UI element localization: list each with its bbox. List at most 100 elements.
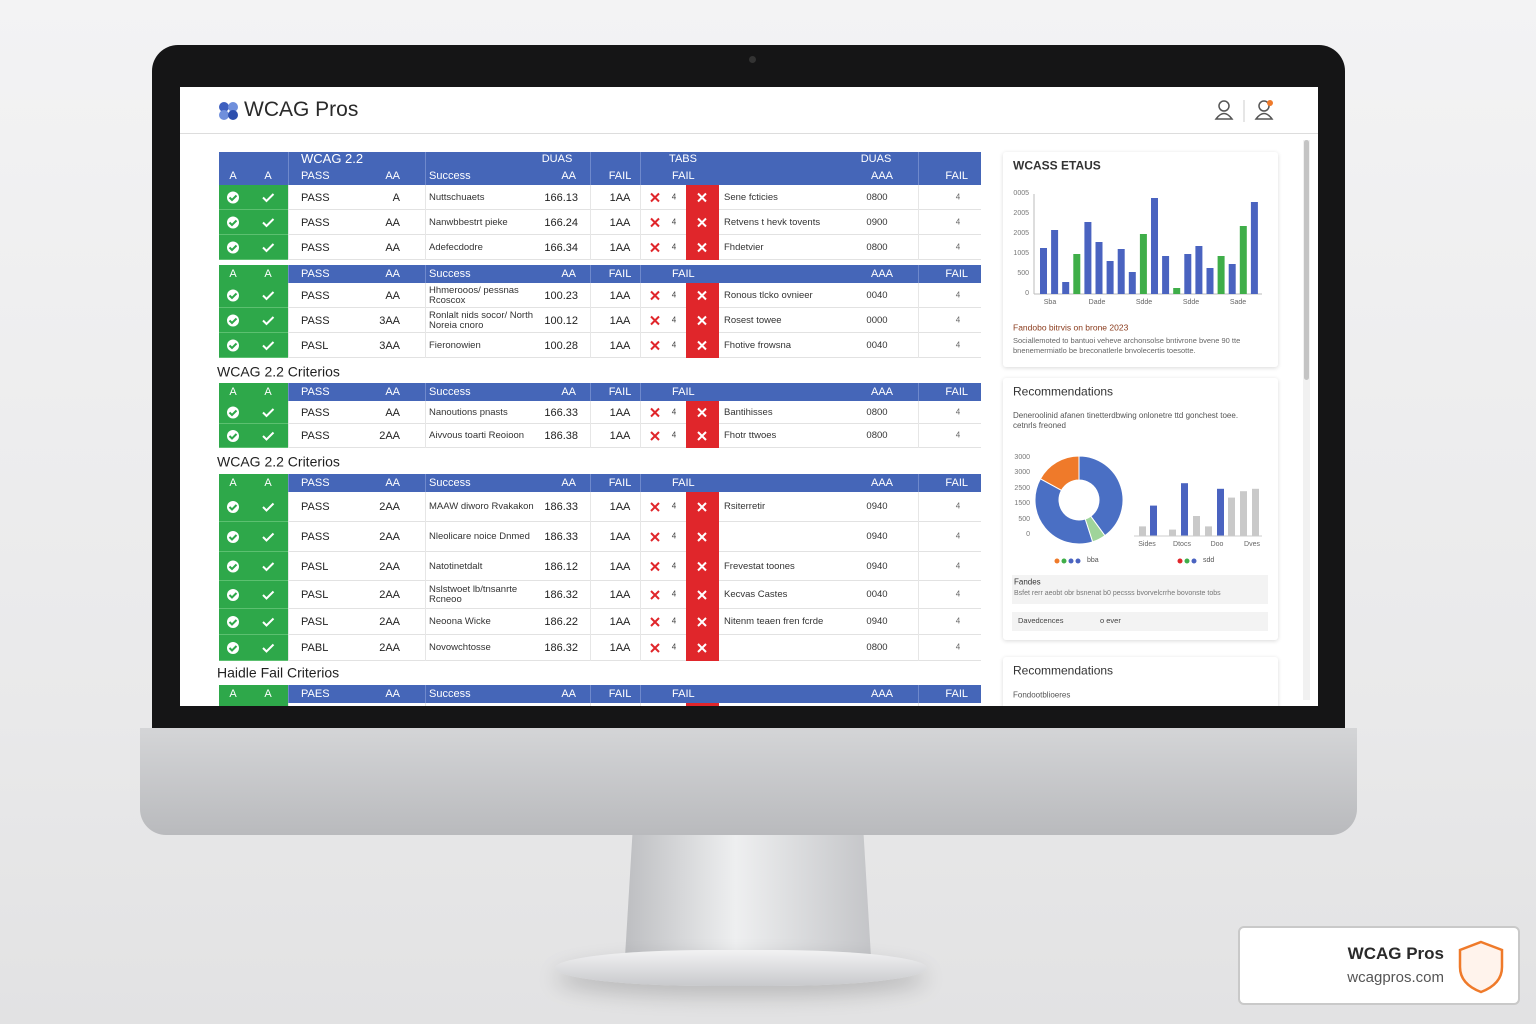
- check-icon: [262, 243, 275, 253]
- header-label: AAA: [870, 476, 893, 489]
- level: 1AA: [609, 530, 631, 543]
- row-divider: [590, 552, 591, 581]
- check-icon: [228, 194, 238, 202]
- row-divider: [288, 522, 289, 552]
- header-divider: [590, 685, 591, 703]
- row-divider: [918, 401, 919, 424]
- level: 1AA: [609, 216, 631, 229]
- fail-name: Bantihisses: [724, 406, 773, 418]
- tail: 4: [955, 192, 961, 202]
- status: PASL: [301, 560, 329, 573]
- row-divider: [590, 333, 591, 358]
- header-label: A: [264, 687, 272, 700]
- row-divider: [918, 581, 919, 609]
- status: PASS: [301, 241, 330, 254]
- header-label: FAIL: [608, 267, 632, 280]
- x-icon: [697, 315, 707, 326]
- bar: [1184, 254, 1192, 294]
- criterion-name: Fieronowien: [429, 339, 481, 351]
- level: 1AA: [609, 500, 631, 513]
- count: 4: [671, 616, 677, 626]
- row-divider: [640, 210, 641, 235]
- x-icon: [650, 431, 660, 441]
- row-divider: [425, 401, 426, 424]
- row-divider: [640, 609, 641, 635]
- header-label: A: [229, 687, 237, 700]
- check-circle-icon: [227, 241, 239, 254]
- card-text: Deneroolinid afanen tinetterdbwing onlon…: [1013, 411, 1239, 430]
- score: 166.13: [544, 191, 578, 204]
- header-label: FAIL: [672, 169, 695, 182]
- x-tick-label: Sade: [1229, 299, 1247, 307]
- row-divider: [918, 703, 919, 706]
- table-header: [219, 474, 981, 492]
- count: 4: [671, 501, 677, 511]
- score: 186.32: [544, 588, 578, 601]
- row-divider: [640, 492, 641, 522]
- scrollbar-thumb[interactable]: [1304, 140, 1309, 380]
- header-label: A: [229, 267, 237, 280]
- row: [288, 522, 981, 552]
- check-circle-icon: [227, 289, 239, 302]
- tail: 4: [955, 561, 961, 571]
- check-icon: [228, 563, 238, 571]
- fail-name: Sene fcticies: [724, 191, 778, 203]
- legend-dot: [1068, 558, 1074, 564]
- donut-segment: [1078, 455, 1124, 537]
- row-divider: [288, 552, 289, 581]
- row-divider: [640, 424, 641, 448]
- check-icon: [262, 316, 275, 326]
- row-divider: [425, 424, 426, 448]
- monitor-chin: [140, 728, 1357, 835]
- check-circle-icon: [227, 616, 239, 628]
- bar: [1239, 226, 1247, 294]
- row-divider: [425, 185, 426, 210]
- count: 4: [671, 217, 677, 227]
- header-divider: [640, 383, 641, 401]
- header-divider: [640, 474, 641, 492]
- row-divider: [288, 401, 289, 424]
- scrollbar[interactable]: [1303, 140, 1310, 700]
- bar: [1073, 254, 1081, 294]
- level: 1AA: [609, 241, 631, 254]
- x-icon: [697, 242, 707, 253]
- header-icons: [1214, 100, 1274, 122]
- row-divider: [640, 522, 641, 552]
- header-label: AAA: [870, 385, 893, 398]
- header-label: A: [264, 476, 272, 489]
- row-divider: [640, 635, 641, 661]
- row-divider: [288, 235, 289, 260]
- row-divider: [918, 492, 919, 522]
- header-divider: [180, 133, 1318, 134]
- legend-dot: [1177, 558, 1183, 564]
- code: 0800: [866, 406, 888, 418]
- header-label: PASS: [301, 267, 330, 280]
- x-icon: [697, 407, 707, 418]
- code: 0040: [866, 588, 888, 600]
- row: [288, 210, 981, 235]
- legend-label: sdd: [1203, 557, 1215, 565]
- row-divider: [425, 703, 426, 706]
- code: 0040: [866, 339, 888, 351]
- row-divider: [640, 185, 641, 210]
- check-icon: [228, 534, 238, 541]
- check-circle-icon: [227, 216, 239, 229]
- tail: 4: [955, 290, 961, 300]
- legend-label: bba: [1087, 557, 1099, 565]
- count: 4: [671, 589, 677, 599]
- header-divider: [590, 152, 591, 185]
- header-label: PASS: [301, 169, 330, 182]
- x-icon: [650, 192, 660, 203]
- check-circle-icon: [227, 191, 239, 204]
- row-divider: [918, 552, 919, 581]
- status: PASS: [301, 314, 330, 327]
- criterion-name: Nleolicare noice Dnmed: [429, 531, 530, 542]
- fail-cell: [686, 703, 719, 706]
- bar: [1151, 198, 1158, 294]
- x-icon: [650, 643, 660, 653]
- check-icon: [262, 643, 275, 653]
- x-tick-label: Sdde: [1135, 299, 1153, 307]
- count: 4: [671, 407, 677, 417]
- status: PASS: [301, 500, 330, 513]
